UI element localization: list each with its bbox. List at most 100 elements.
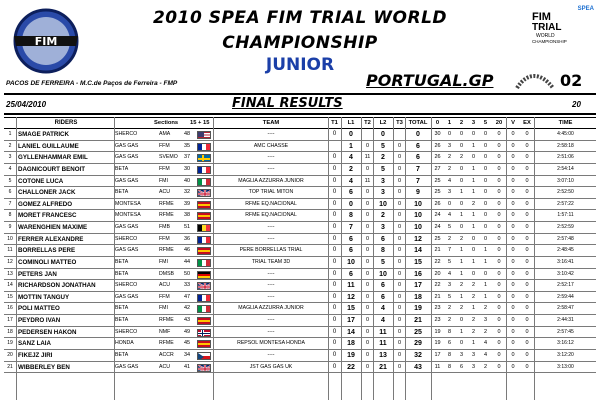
flag-cell [195,187,213,198]
cell-s3: 1 [471,340,476,347]
results-title: FINAL RESULTS [232,96,343,111]
riders-count: 20 [572,100,581,109]
cell-sponsor: REPSOL MONTESA HONDA [237,340,305,347]
cell-t2: 0 [365,293,370,300]
cell-s0: 22 [434,282,441,289]
cell-s2: 0 [459,177,464,184]
cell-pos: 18 [7,328,13,335]
cell-s2: 1 [459,212,464,219]
cell-s1: 2 [447,154,452,161]
flag-cell [195,222,213,233]
cell-total: 7 [416,177,420,185]
flag-it-icon [197,177,211,186]
flag-es-icon [197,317,211,325]
cell-s20: 0 [497,224,501,230]
flag-no-icon [197,328,211,337]
cell-team: GAS GAS [115,142,139,149]
cell-pos: 7 [8,200,12,207]
flag-cell [195,176,213,187]
cell-s1: 5 [447,224,452,230]
cell-num: 48 [183,131,191,137]
divider [393,117,394,400]
cell-time: 1:57:11 [557,212,574,219]
cell-s3: 0 [471,235,476,242]
cell-t2: 0 [365,305,370,312]
cell-s5: 0 [483,270,488,277]
cell-l2: 0 [381,131,385,138]
cell-s1: 2 [447,165,452,172]
cell-t2: 0 [365,328,370,335]
cell-total: 14 [414,247,422,255]
cell-total: 15 [414,258,422,266]
flag-fr-icon [197,142,211,151]
cell-sponsor: ---- [267,165,275,172]
cell-t3: 0 [397,212,402,219]
flag-cell [195,292,213,303]
cell-t1: 0 [332,235,337,242]
cell-team: MONTESA [115,200,141,207]
cell-t1: 0 [332,200,337,207]
title-category: JUNIOR [265,55,335,75]
cell-num: 46 [183,247,191,254]
cell-ex: 0 [525,282,529,289]
flag-us-icon [197,131,211,139]
cell-t1: 0 [332,351,337,358]
cell-s3: 1 [471,224,476,230]
cell-s3: 3 [471,351,476,358]
cell-pos: 8 [8,212,12,219]
divider [341,117,342,400]
cell-v: 0 [511,189,515,196]
cell-nat: AMA [159,131,171,137]
cell-team: BETA [115,305,129,312]
cell-ex: 0 [525,177,529,184]
flag-cell [195,269,213,280]
table-row: 4 DAGNICOURT BENOIT BETA FFM 30 ---- 0 2 0 5 0 7 27 2… [4,164,596,176]
flag-cell [195,164,213,175]
cell-ex: 0 [525,212,529,219]
flag-cz-icon [197,351,211,360]
cell-s20: 0 [497,142,501,149]
cell-team: BETA [115,351,129,358]
flag-cell [195,257,213,268]
venue-line: PACOS DE FERREIRA - M.C.de Paços de Ferr… [6,80,178,87]
cell-name: DAGNICOURT BENOIT [18,165,86,173]
cell-s0: 24 [434,212,441,219]
tyre-track-icon [515,74,555,90]
cell-l2: 2 [381,154,385,162]
divider [534,117,535,400]
cell-s5: 4 [483,351,488,358]
gp-number: 02 [560,71,583,90]
cell-ex: 0 [525,340,529,347]
cell-team: HONDA [115,340,134,347]
cell-s1: 5 [447,258,452,265]
divider [431,117,432,400]
cell-pos: 15 [7,293,13,300]
cell-t2: 0 [365,142,370,149]
cell-pos: 13 [7,270,13,277]
cell-sponsor: ---- [267,131,275,137]
cell-s5: 4 [483,340,488,347]
cell-s2: 3 [459,351,464,358]
cell-s5: 0 [483,165,488,172]
cell-time: 2:48:45 [557,247,574,254]
cell-num: 36 [183,235,191,242]
cell-time: 2:58:47 [557,305,574,312]
cell-s1: 7 [447,247,452,254]
cell-name: COTONE LUCA [18,177,64,185]
cell-v: 0 [511,363,515,370]
flag-es-icon [197,340,211,349]
cell-s20: 0 [497,235,501,242]
cell-s0: 20 [434,270,441,277]
event-date: 25/04/2010 [6,100,47,109]
cell-sponsor: ---- [267,270,275,277]
cell-team: SHERCO [115,328,138,335]
cell-sponsor: ---- [267,282,275,289]
cell-t3: 0 [397,258,402,265]
cell-pos: 14 [7,282,13,289]
cell-t1: 0 [332,189,337,196]
cell-s5: 0 [483,224,488,230]
cell-l2: 5 [381,165,385,173]
col-sections: Sections [154,120,179,126]
cell-pos: 12 [7,258,13,265]
cell-v: 0 [511,258,515,265]
